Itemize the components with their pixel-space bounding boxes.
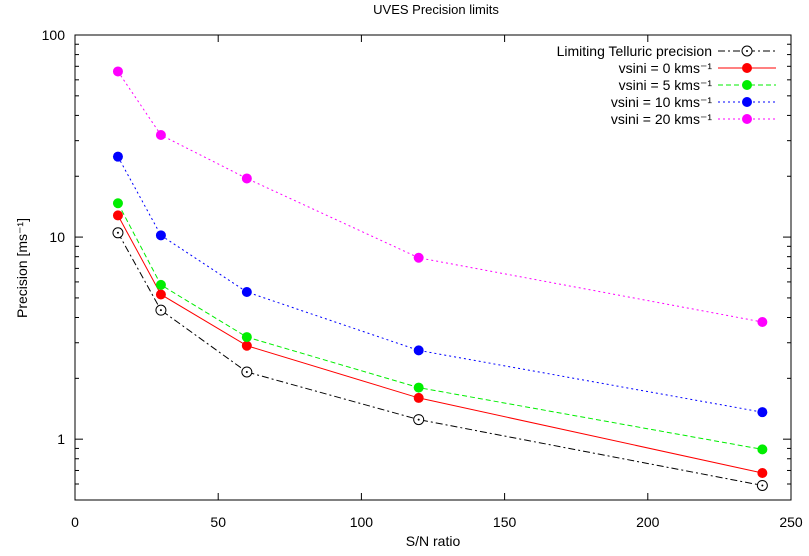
data-point bbox=[241, 340, 252, 351]
data-point bbox=[112, 210, 123, 221]
legend-marker-center bbox=[746, 50, 748, 52]
legend-marker bbox=[742, 97, 752, 107]
data-point bbox=[155, 279, 166, 290]
x-axis: 0 50 100 150 200 250 bbox=[71, 35, 803, 530]
series-3 bbox=[112, 151, 768, 418]
data-point bbox=[155, 230, 166, 241]
series-line bbox=[117, 71, 763, 323]
legend-marker bbox=[742, 80, 752, 90]
data-point bbox=[413, 252, 424, 263]
data-point bbox=[241, 332, 252, 343]
data-point bbox=[413, 382, 424, 393]
series-4 bbox=[112, 66, 768, 328]
x-tick-label: 0 bbox=[71, 514, 79, 530]
y-axis: 1 10 100 bbox=[42, 27, 791, 501]
data-point-center bbox=[159, 309, 162, 312]
data-point-center bbox=[116, 231, 119, 234]
data-point-center bbox=[245, 370, 248, 373]
legend-marker bbox=[742, 63, 752, 73]
series-line bbox=[117, 232, 763, 486]
series-2 bbox=[112, 198, 768, 455]
x-tick-label: 50 bbox=[210, 514, 226, 530]
series-1 bbox=[112, 210, 768, 479]
x-tick-label: 100 bbox=[350, 514, 374, 530]
data-point bbox=[757, 407, 768, 418]
y-tick-label: 1 bbox=[57, 431, 65, 447]
plot-frame bbox=[74, 34, 792, 501]
series-0 bbox=[112, 227, 768, 491]
legend-label: vsini = 20 kms⁻¹ bbox=[611, 111, 712, 127]
data-point bbox=[413, 345, 424, 356]
legend-label: vsini = 10 kms⁻¹ bbox=[611, 94, 712, 110]
data-point bbox=[112, 66, 123, 77]
data-point bbox=[757, 317, 768, 328]
legend-label: vsini = 0 kms⁻¹ bbox=[619, 60, 713, 76]
legend-label: vsini = 5 kms⁻¹ bbox=[619, 77, 713, 93]
data-point bbox=[241, 173, 252, 184]
legend-marker bbox=[742, 114, 752, 124]
y-tick-label: 10 bbox=[49, 229, 65, 245]
data-point bbox=[112, 198, 123, 209]
data-point bbox=[155, 130, 166, 141]
x-tick-label: 150 bbox=[493, 514, 517, 530]
series-layer bbox=[112, 66, 768, 491]
data-point bbox=[241, 286, 252, 297]
chart-title: UVES Precision limits bbox=[373, 2, 499, 17]
x-tick-label: 250 bbox=[779, 514, 803, 530]
series-line bbox=[117, 215, 763, 474]
data-point bbox=[155, 289, 166, 300]
data-point-center bbox=[761, 484, 764, 487]
x-tick-label: 200 bbox=[636, 514, 660, 530]
y-axis-title: Precision [ms⁻¹] bbox=[14, 218, 30, 318]
series-line bbox=[117, 156, 763, 413]
data-point bbox=[757, 468, 768, 479]
data-point-center bbox=[417, 418, 420, 421]
data-point bbox=[112, 151, 123, 162]
x-axis-title: S/N ratio bbox=[406, 533, 461, 549]
data-point bbox=[757, 444, 768, 455]
data-point bbox=[413, 392, 424, 403]
legend-label: Limiting Telluric precision bbox=[557, 43, 712, 59]
y-tick-label: 100 bbox=[42, 27, 66, 43]
